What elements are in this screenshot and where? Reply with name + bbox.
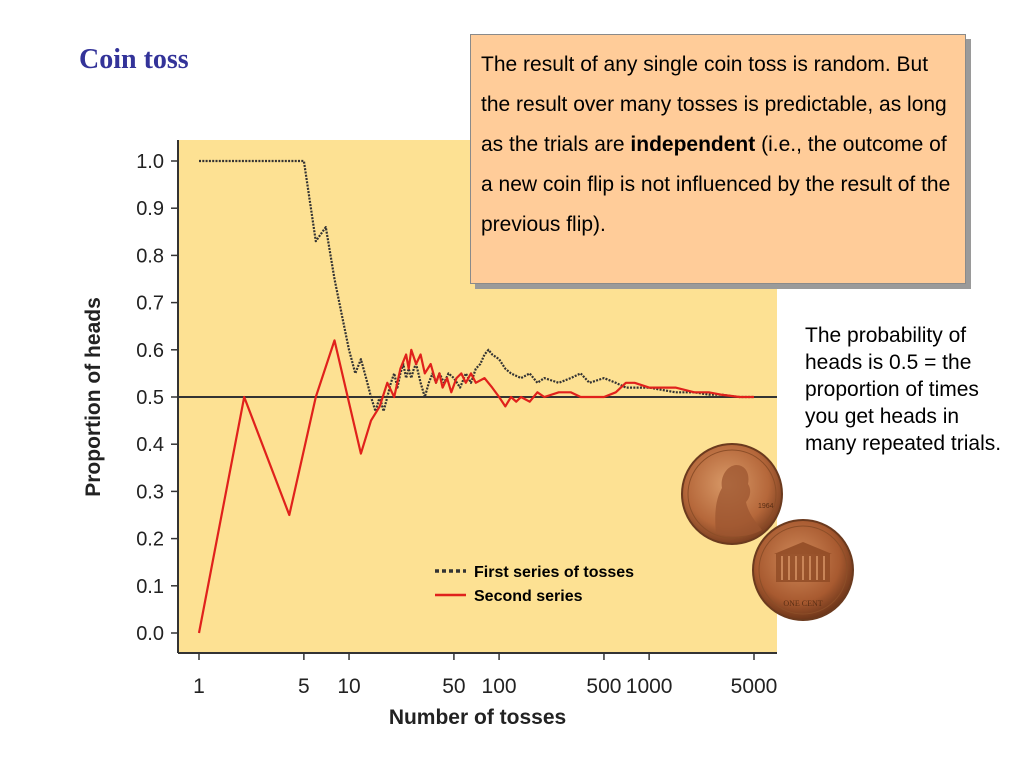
y-tick-label: 0.8 [136, 245, 164, 267]
y-tick-label: 0.1 [136, 576, 164, 598]
y-tick-label: 0.3 [136, 481, 164, 503]
tick-layer: 0.0 0.1 0.2 0.3 0.4 0.5 0.6 0.7 0.8 0.9 1.0 1 5 10 50 1… [136, 151, 777, 698]
y-tick-label: 0.2 [136, 529, 164, 551]
x-tick-label: 5000 [731, 675, 778, 698]
x-tick-label: 1000 [626, 675, 673, 698]
x-tick-label: 5 [298, 675, 310, 698]
y-axis-label: Proportion of heads [82, 297, 105, 497]
x-tick-label: 10 [337, 675, 360, 698]
x-axis-label: Number of tosses [389, 706, 566, 729]
x-tick-label: 100 [482, 675, 517, 698]
y-tick-label: 0.7 [136, 293, 164, 315]
y-tick-label: 0.5 [136, 387, 164, 409]
series-layer [197, 159, 754, 634]
x-tick-label: 1 [193, 675, 205, 698]
series-1-line [199, 159, 754, 413]
slide-title: Coin toss [79, 44, 189, 75]
penny-back: ONE CENT [752, 519, 854, 621]
callout-bold-word: independent [630, 133, 756, 156]
penny-front: 1964 [681, 443, 783, 545]
y-tick-label: 0.4 [136, 434, 164, 456]
y-tick-label: 0.6 [136, 340, 164, 362]
x-tick-label: 50 [442, 675, 465, 698]
x-tick-label: 500 [586, 675, 621, 698]
legend-label-2: Second series [474, 588, 583, 605]
series-2-line [197, 339, 754, 634]
legend-label-1: First series of tosses [474, 564, 634, 581]
legend: First series of tosses Second series [435, 564, 634, 605]
callout-text-end: (i.e., the outcome of a new coin flip is… [481, 133, 951, 236]
y-tick-label: 1.0 [136, 151, 164, 173]
independence-callout: The result of any single coin toss is ra… [470, 34, 966, 284]
y-tick-label: 0.0 [136, 623, 164, 645]
y-tick-label: 0.9 [136, 198, 164, 220]
callout-text-start: The result of any single coin toss is ra… [481, 53, 947, 156]
penny-coins-image: 1964 ONE CENT [681, 443, 854, 621]
penny-denomination: ONE CENT [783, 599, 822, 608]
penny-date: 1964 [758, 503, 774, 510]
probability-note: The probability of heads is 0.5 = the pr… [805, 324, 1002, 455]
